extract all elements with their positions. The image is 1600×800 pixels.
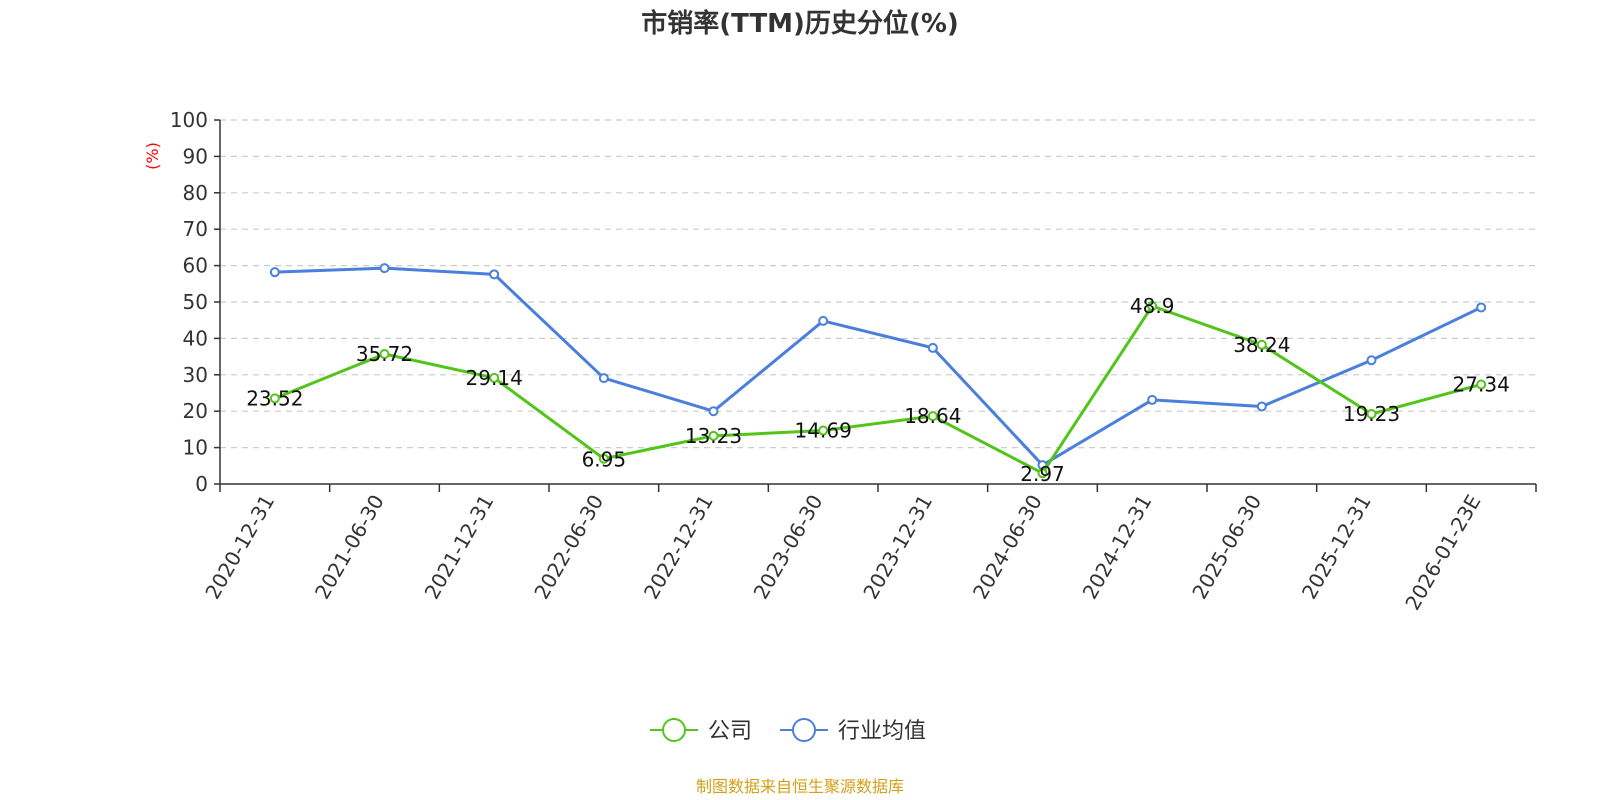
data-point[interactable] [708,430,719,441]
x-tick-label: 2023-06-30 [749,491,828,604]
y-tick-label: 70 [183,217,208,241]
y-tick-label: 30 [183,363,208,387]
x-tick-label: 2022-12-31 [639,491,718,604]
legend-item-0[interactable]: 公司 [650,718,752,744]
x-tick-label: 2023-12-31 [858,490,937,603]
data-label: 48.9 [1130,294,1175,318]
y-tick-label: 60 [183,254,208,278]
data-labels: 23.52 35.72 29.14 6.95 13.23 14.69 18.64 2.97 48… [246,294,1510,486]
x-tick-label: 2026-01-23E [1400,491,1485,615]
data-point[interactable] [1256,339,1267,350]
x-tick-label: 2020-12-31 [200,491,279,604]
data-label: 19.23 [1343,402,1400,426]
data-label: 18.64 [904,404,961,428]
data-point[interactable] [489,269,500,280]
x-tick-label: 2022-06-30 [529,491,608,604]
data-point[interactable] [1147,394,1158,405]
y-tick-label: 10 [183,436,208,460]
data-point[interactable] [379,263,390,274]
series-line-1 [274,266,1482,467]
x-tick-label: 2025-06-30 [1187,491,1266,604]
data-point[interactable] [269,267,280,278]
data-point[interactable] [1147,301,1158,312]
y-tick-label: 0 [195,472,208,496]
data-point[interactable] [927,342,938,353]
data-point[interactable] [1037,468,1048,479]
legend-label: 行业均值 [838,719,926,744]
x-tick-label: 2024-06-30 [968,491,1047,604]
y-tick-label: 90 [183,144,208,168]
data-point[interactable] [489,372,500,383]
legend-label: 公司 [708,719,752,744]
data-point[interactable] [1256,401,1267,412]
data-label: 2.97 [1020,462,1065,486]
legend[interactable]: 公司 行业均值 [650,718,926,744]
data-point[interactable] [1366,409,1377,420]
data-point[interactable] [1366,355,1377,366]
data-point[interactable] [598,453,609,464]
x-tick-label: 2024-12-31 [1078,491,1157,604]
data-label: 27.34 [1453,372,1510,396]
y-tick-label: 80 [183,181,208,205]
chart-title: 市销率(TTM)历史分位(%) [641,8,959,39]
y-tick-label: 20 [183,399,208,423]
data-label: 38.24 [1233,333,1290,357]
data-point[interactable] [818,425,829,436]
series-line-0 [274,304,1482,475]
data-label: 23.52 [246,386,303,410]
data-point[interactable] [927,411,938,422]
legend-item-1[interactable]: 行业均值 [780,718,926,744]
data-label: 35.72 [356,342,413,366]
y-tick-label: 40 [183,326,208,350]
legend-marker-icon [662,718,686,742]
data-label: 14.69 [795,419,852,443]
x-tick-label: 2021-12-31 [420,490,499,603]
data-point[interactable] [379,348,390,359]
data-point[interactable] [708,406,719,417]
data-point[interactable] [269,393,280,404]
data-label: 13.23 [685,424,742,448]
x-tick-label: 2021-06-30 [310,491,389,604]
data-label: 29.14 [466,366,523,390]
data-point[interactable] [818,315,829,326]
data-point[interactable] [598,373,609,384]
legend-marker-icon [792,718,816,742]
y-tick-label: 100 [170,108,208,132]
y-axis-label: (%) [143,142,162,170]
x-tick-label: 2025-12-31 [1297,491,1376,604]
grid [220,119,1536,449]
data-label: 6.95 [582,448,627,472]
data-point[interactable] [1476,379,1487,390]
y-tick-label: 50 [183,290,208,314]
source-note: 制图数据来自恒生聚源数据库 [696,777,904,796]
series [269,263,1487,479]
data-point[interactable] [1476,302,1487,313]
